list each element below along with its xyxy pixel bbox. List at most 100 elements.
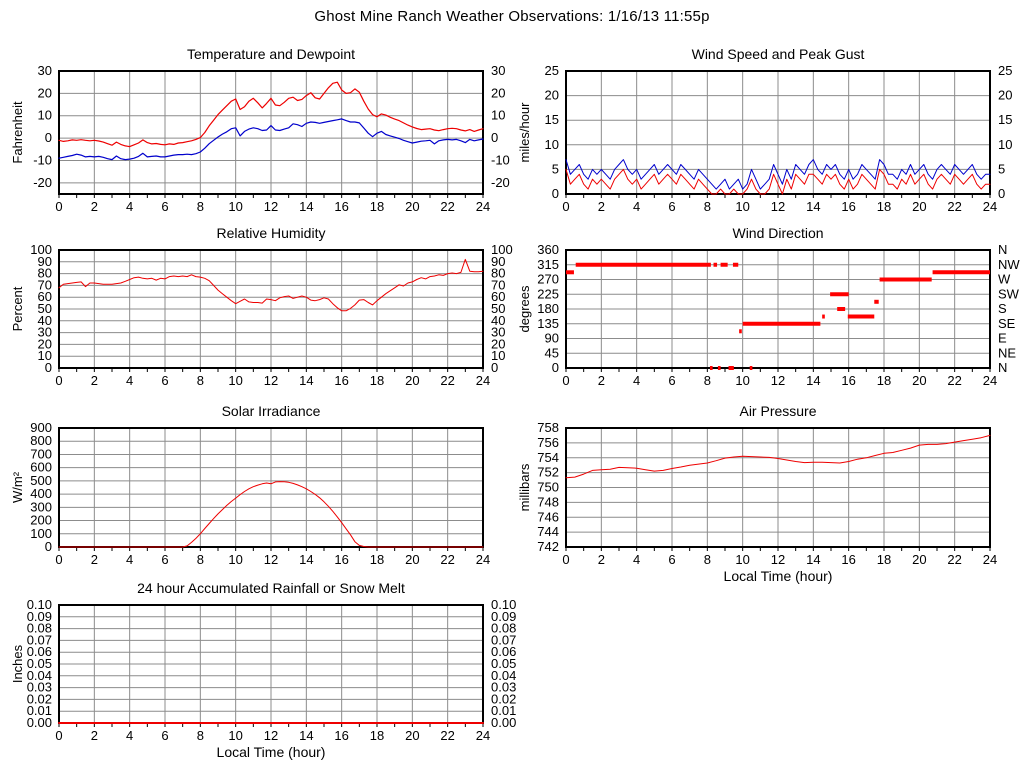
x-tick-label: 4 [126, 373, 133, 388]
x-tick-label: 4 [126, 199, 133, 214]
y-tick-label-right: -20 [491, 175, 510, 190]
plot-border [58, 249, 484, 369]
y-tick-label: 750 [537, 480, 559, 495]
y-tick-label: 45 [545, 345, 559, 360]
y-tick-label-right: 20 [491, 85, 505, 100]
y-tick-label: 0.02 [27, 691, 52, 706]
page-title: Ghost Mine Ranch Weather Observations: 1… [314, 8, 710, 25]
y-tick-label: 5 [552, 161, 559, 176]
chart-title: Solar Irradiance [222, 403, 321, 419]
y-tick-label-right: 0.01 [491, 703, 516, 718]
y-tick-label: 0.00 [27, 715, 52, 730]
x-tick-label: 16 [334, 373, 348, 388]
y-axis-label: Percent [10, 286, 25, 331]
chart-solar_irradiance: Solar IrradianceW/m²01002003004005006007… [10, 403, 490, 567]
chart-air_pressure: Air Pressuremillibars7427447467487507527… [517, 403, 997, 584]
y-tick-label: 0.01 [27, 703, 52, 718]
y-tick-label-right: 0.05 [491, 656, 516, 671]
y-tick-label: 10 [38, 108, 52, 123]
chart-title: Wind Speed and Peak Gust [692, 46, 865, 62]
y-axis-label: millibars [517, 463, 532, 511]
y-tick-label-right: 15 [998, 112, 1012, 127]
x-tick-label: 20 [912, 373, 926, 388]
y-tick-label: 754 [537, 450, 559, 465]
y-tick-label-right: 60 [491, 289, 505, 304]
chart-rainfall: 24 hour Accumulated Rainfall or Snow Mel… [10, 580, 516, 760]
x-tick-label: 22 [947, 373, 961, 388]
y-tick-label-right: E [998, 331, 1007, 346]
x-axis-label: Local Time (hour) [217, 744, 326, 760]
x-tick-label: 14 [806, 373, 820, 388]
y-tick-label: 752 [537, 465, 559, 480]
chart-title: Air Pressure [739, 403, 816, 419]
y-tick-label-right: 0.03 [491, 680, 516, 695]
series-temperature [58, 81, 484, 148]
series-dewpoint [58, 118, 484, 161]
x-tick-label: 2 [598, 373, 605, 388]
x-tick-label: 2 [598, 199, 605, 214]
y-tick-label: 0 [552, 186, 559, 201]
y-tick-label-right: -10 [491, 152, 510, 167]
plot-border [565, 249, 991, 369]
x-tick-label: 16 [841, 199, 855, 214]
y-tick-label-right: 0.00 [491, 715, 516, 730]
y-tick-label: 742 [537, 539, 559, 554]
x-tick-label: 24 [476, 728, 490, 743]
x-tick-label: 12 [264, 373, 278, 388]
y-tick-label-right: 5 [998, 161, 1005, 176]
x-tick-label: 8 [197, 552, 204, 567]
y-tick-label: 0 [45, 130, 52, 145]
y-tick-label-right: N [998, 242, 1007, 257]
x-tick-label: 24 [983, 373, 997, 388]
x-tick-label: 18 [877, 373, 891, 388]
y-tick-label-right: 100 [491, 242, 513, 257]
y-tick-label: 10 [545, 137, 559, 152]
x-tick-label: 0 [562, 373, 569, 388]
y-tick-label-right: 0.09 [491, 609, 516, 624]
x-tick-label: 6 [161, 728, 168, 743]
x-tick-label: 2 [91, 728, 98, 743]
x-tick-label: 12 [264, 728, 278, 743]
y-tick-label-right: 30 [491, 63, 505, 78]
x-tick-label: 0 [55, 199, 62, 214]
y-tick-label: 30 [38, 63, 52, 78]
x-tick-label: 22 [440, 552, 454, 567]
y-axis-label: Fahrenheit [10, 101, 25, 164]
x-tick-label: 24 [476, 373, 490, 388]
y-tick-label-right: SE [998, 316, 1016, 331]
x-tick-label: 18 [877, 552, 891, 567]
x-tick-label: 0 [55, 373, 62, 388]
plot-border [58, 427, 484, 548]
x-tick-label: 16 [841, 373, 855, 388]
x-tick-label: 10 [735, 199, 749, 214]
x-tick-label: 14 [299, 728, 313, 743]
x-tick-label: 24 [983, 552, 997, 567]
y-tick-label: 360 [537, 242, 559, 257]
y-tick-label: 0 [45, 360, 52, 375]
x-tick-label: 8 [197, 728, 204, 743]
chart-temperature_dewpoint: Temperature and Dewpoint Fahrenheit -20 -20… [10, 46, 510, 214]
x-tick-label: 10 [735, 373, 749, 388]
x-tick-label: 16 [841, 552, 855, 567]
x-tick-label: 8 [704, 373, 711, 388]
y-tick-label: 0.10 [27, 597, 52, 612]
y-tick-label: 30 [38, 325, 52, 340]
y-tick-label: 0.08 [27, 621, 52, 636]
y-tick-label-right: 90 [491, 254, 505, 269]
x-tick-label: 20 [405, 373, 419, 388]
x-tick-label: 22 [440, 373, 454, 388]
y-tick-label: 300 [30, 499, 52, 514]
x-tick-label: 14 [299, 373, 313, 388]
y-tick-label: 70 [38, 277, 52, 292]
x-tick-label: 6 [668, 199, 675, 214]
x-tick-label: 16 [334, 552, 348, 567]
x-tick-label: 6 [161, 373, 168, 388]
y-tick-label-right: 80 [491, 266, 505, 281]
series-wind_speed [565, 168, 991, 195]
x-tick-label: 18 [370, 552, 384, 567]
y-tick-label: 90 [38, 254, 52, 269]
y-axis-label: miles/hour [517, 102, 532, 163]
